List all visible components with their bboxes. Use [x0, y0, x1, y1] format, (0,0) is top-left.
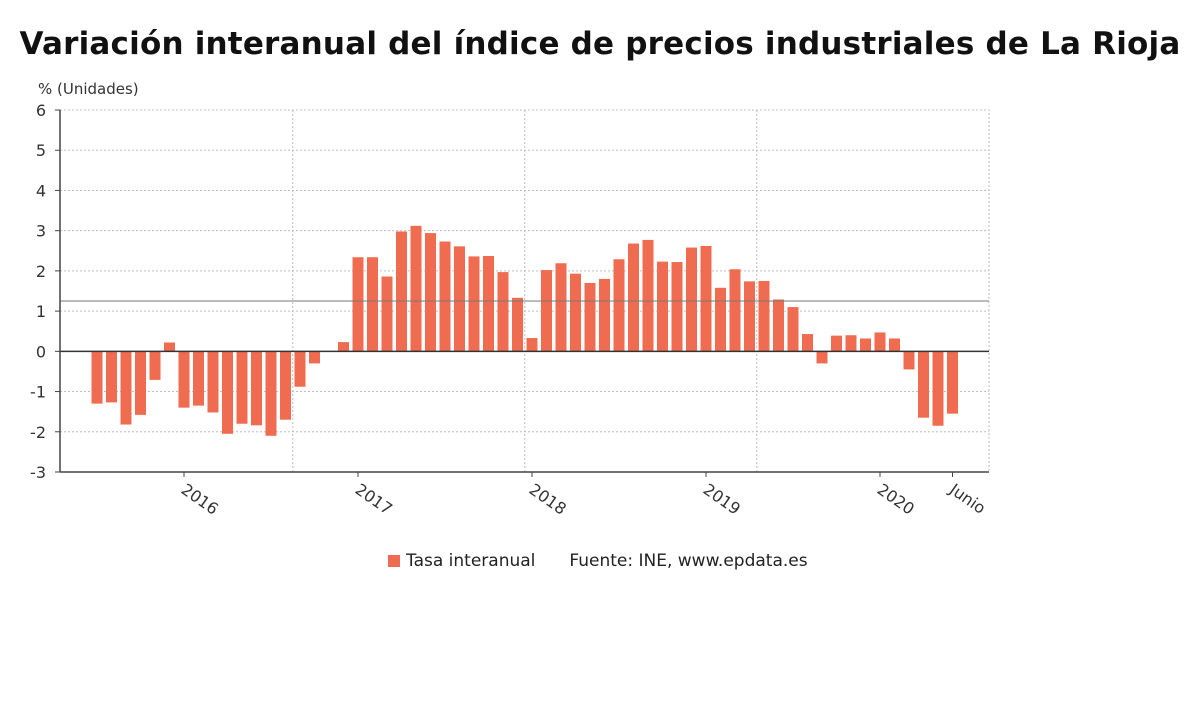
y-tick-label: 6: [36, 101, 46, 120]
bar-47: [773, 299, 784, 352]
bar-24: [439, 241, 451, 352]
bar-53: [860, 338, 871, 352]
bar-8: [207, 351, 219, 413]
bar-17: [338, 342, 349, 352]
x-tick-label: 2017: [352, 480, 396, 519]
bar-3: [135, 351, 146, 415]
bar-48: [787, 307, 799, 352]
bar-7: [193, 351, 204, 406]
bar-5: [164, 342, 175, 352]
y-tick-label: -3: [30, 463, 46, 482]
bar-37: [628, 243, 639, 352]
x-tick-label: 2020: [874, 480, 918, 519]
bar-25: [454, 246, 465, 352]
bar-34: [584, 282, 596, 352]
y-tick-label: 5: [36, 141, 46, 160]
bar-45: [744, 281, 755, 352]
bar-59: [947, 351, 958, 414]
y-axis-unit-label: % (Unidades): [38, 80, 139, 98]
bar-15: [309, 351, 320, 364]
legend-label: Tasa interanual: [406, 551, 536, 571]
bar-52: [845, 335, 857, 352]
bar-13: [280, 351, 291, 420]
bar-26: [468, 256, 480, 352]
bar-18: [352, 257, 364, 352]
x-tick-label: 2016: [178, 480, 222, 519]
bar-57: [918, 351, 929, 418]
bar-46: [758, 280, 770, 352]
bar-22: [410, 225, 422, 352]
bar-11: [251, 351, 262, 426]
x-tick-label: 2019: [700, 480, 744, 519]
bar-32: [555, 263, 567, 352]
bar-55: [889, 338, 900, 352]
bar-42: [700, 245, 712, 352]
bar-21: [396, 231, 407, 352]
bar-51: [831, 335, 842, 352]
bar-54: [874, 332, 886, 352]
source-note: Fuente: INE, www.epdata.es: [569, 551, 808, 571]
bar-23: [425, 233, 436, 352]
bar-31: [541, 270, 552, 352]
bar-27: [483, 256, 494, 352]
bar-29: [512, 297, 523, 352]
bar-50: [816, 351, 828, 364]
bar-19: [367, 257, 378, 352]
bar-33: [570, 273, 581, 352]
bar-14: [294, 351, 306, 387]
chart-title: Variación interanual del índice de preci…: [19, 26, 1181, 62]
bar-4: [149, 351, 161, 380]
y-tick-label: 3: [36, 222, 46, 241]
bar-49: [802, 334, 813, 352]
bar-28: [497, 272, 509, 352]
bar-35: [599, 278, 610, 352]
y-tick-label: -1: [30, 383, 46, 402]
bar-44: [729, 269, 741, 352]
bar-0: [91, 351, 103, 404]
bar-38: [642, 239, 654, 352]
bar-40: [671, 262, 683, 352]
y-tick-label: -2: [30, 423, 46, 442]
bar-36: [613, 259, 625, 352]
x-tick-label: Junio: [945, 479, 989, 518]
x-tick-label: 2018: [526, 480, 570, 519]
legend: Tasa interanual Fuente: INE, www.epdata.…: [388, 551, 808, 571]
bar-9: [222, 351, 233, 434]
y-tick-label: 2: [36, 262, 46, 281]
bar-1: [106, 351, 117, 403]
bar-12: [265, 351, 277, 436]
bar-39: [657, 261, 668, 352]
bar-2: [120, 351, 132, 425]
bar-41: [686, 247, 697, 352]
legend-swatch: [388, 555, 400, 567]
y-tick-label: 4: [36, 181, 46, 200]
bar-10: [236, 351, 248, 424]
bar-43: [715, 287, 726, 352]
bar-56: [903, 351, 915, 370]
y-tick-label: 0: [36, 342, 46, 361]
bar-58: [932, 351, 944, 426]
y-tick-label: 1: [36, 302, 46, 321]
bar-20: [381, 276, 393, 352]
bar-30: [526, 338, 538, 352]
bar-6: [178, 351, 190, 408]
